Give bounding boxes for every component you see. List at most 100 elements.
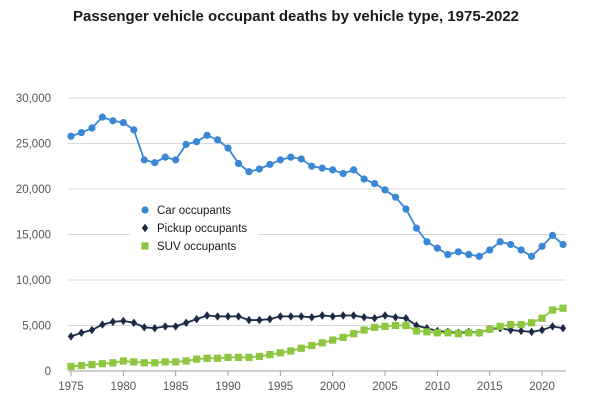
data-point (78, 328, 85, 337)
data-point (203, 131, 211, 139)
data-point (172, 322, 179, 331)
y-tick-label: 15,000 (16, 230, 51, 242)
data-point (339, 311, 347, 320)
data-point (318, 339, 326, 347)
data-point (151, 159, 159, 167)
data-point (402, 321, 410, 330)
data-point (475, 252, 483, 260)
x-tick-label: 2005 (372, 381, 398, 393)
data-point (423, 328, 431, 336)
data-point (339, 169, 347, 178)
data-point (339, 333, 347, 341)
data-point (433, 329, 441, 337)
legend-label: Car occupants (157, 205, 231, 217)
data-point (193, 314, 200, 324)
data-point (182, 357, 190, 365)
series-car-occupants (67, 113, 567, 260)
data-point (67, 132, 75, 140)
data-point (371, 314, 378, 323)
data-point (496, 238, 504, 246)
data-point (88, 325, 96, 335)
y-tick-label: 0 (45, 366, 51, 378)
data-point (528, 327, 535, 337)
data-point (381, 311, 389, 320)
data-point (297, 344, 305, 352)
data-point (391, 321, 400, 330)
data-point (319, 311, 326, 320)
data-point (224, 312, 232, 321)
data-point (370, 179, 379, 188)
data-point (130, 126, 138, 134)
data-point (548, 231, 557, 240)
data-point (423, 238, 431, 246)
data-point (360, 175, 368, 183)
data-point (193, 138, 201, 146)
x-tick-label: 1990 (215, 381, 241, 393)
x-tick-label: 2015 (477, 381, 503, 393)
data-point (109, 117, 117, 125)
data-point (402, 205, 410, 213)
data-point (329, 336, 337, 344)
data-point (329, 166, 337, 174)
data-point (350, 330, 358, 338)
data-point (151, 324, 158, 333)
data-point (329, 312, 336, 321)
data-point (266, 160, 274, 169)
data-point (465, 250, 473, 259)
data-point (538, 242, 546, 250)
x-tick-label: 1980 (111, 381, 137, 393)
data-point (507, 240, 515, 249)
data-point (527, 252, 536, 260)
data-point (287, 153, 295, 161)
legend-label: SUV occupants (157, 241, 237, 253)
data-point (381, 322, 389, 331)
data-point (161, 153, 169, 161)
data-point (465, 329, 473, 337)
data-point (266, 314, 274, 324)
data-point (162, 322, 169, 331)
data-point (318, 164, 326, 172)
data-point (98, 113, 107, 121)
x-tick-label: 1975 (58, 381, 84, 393)
y-tick-label: 5,000 (22, 321, 51, 333)
data-point (496, 322, 504, 331)
gridlines (68, 97, 566, 326)
data-point (381, 186, 389, 194)
data-point (214, 312, 221, 321)
data-point (182, 140, 190, 149)
data-point (517, 320, 525, 329)
data-point (203, 354, 211, 362)
data-point (559, 304, 567, 312)
data-point (444, 250, 452, 259)
data-point (527, 319, 536, 327)
data-point (130, 318, 138, 327)
data-point (277, 312, 284, 321)
y-tick-label: 30,000 (16, 93, 51, 105)
data-point (182, 318, 190, 327)
data-point (412, 327, 421, 335)
data-point (109, 359, 117, 367)
data-point (255, 352, 264, 361)
data-point (88, 124, 96, 132)
data-point (298, 312, 305, 321)
data-point (412, 224, 421, 232)
data-point (67, 332, 75, 341)
x-tick-label: 2000 (320, 381, 346, 393)
data-point (141, 323, 148, 332)
data-point (119, 357, 127, 365)
data-point (402, 314, 410, 323)
data-point (517, 246, 525, 254)
legend-box (130, 196, 258, 256)
data-point (193, 355, 201, 363)
x-tick-label: 2010 (425, 381, 451, 393)
data-point (370, 323, 379, 331)
data-point (266, 351, 274, 359)
x-tick-label: 2020 (529, 381, 555, 393)
legend-marker (141, 242, 149, 250)
data-point (559, 324, 567, 333)
data-point (391, 193, 400, 201)
data-point (140, 156, 148, 164)
data-point (151, 359, 159, 367)
data-point (245, 315, 253, 325)
y-tick-label: 25,000 (16, 139, 51, 151)
